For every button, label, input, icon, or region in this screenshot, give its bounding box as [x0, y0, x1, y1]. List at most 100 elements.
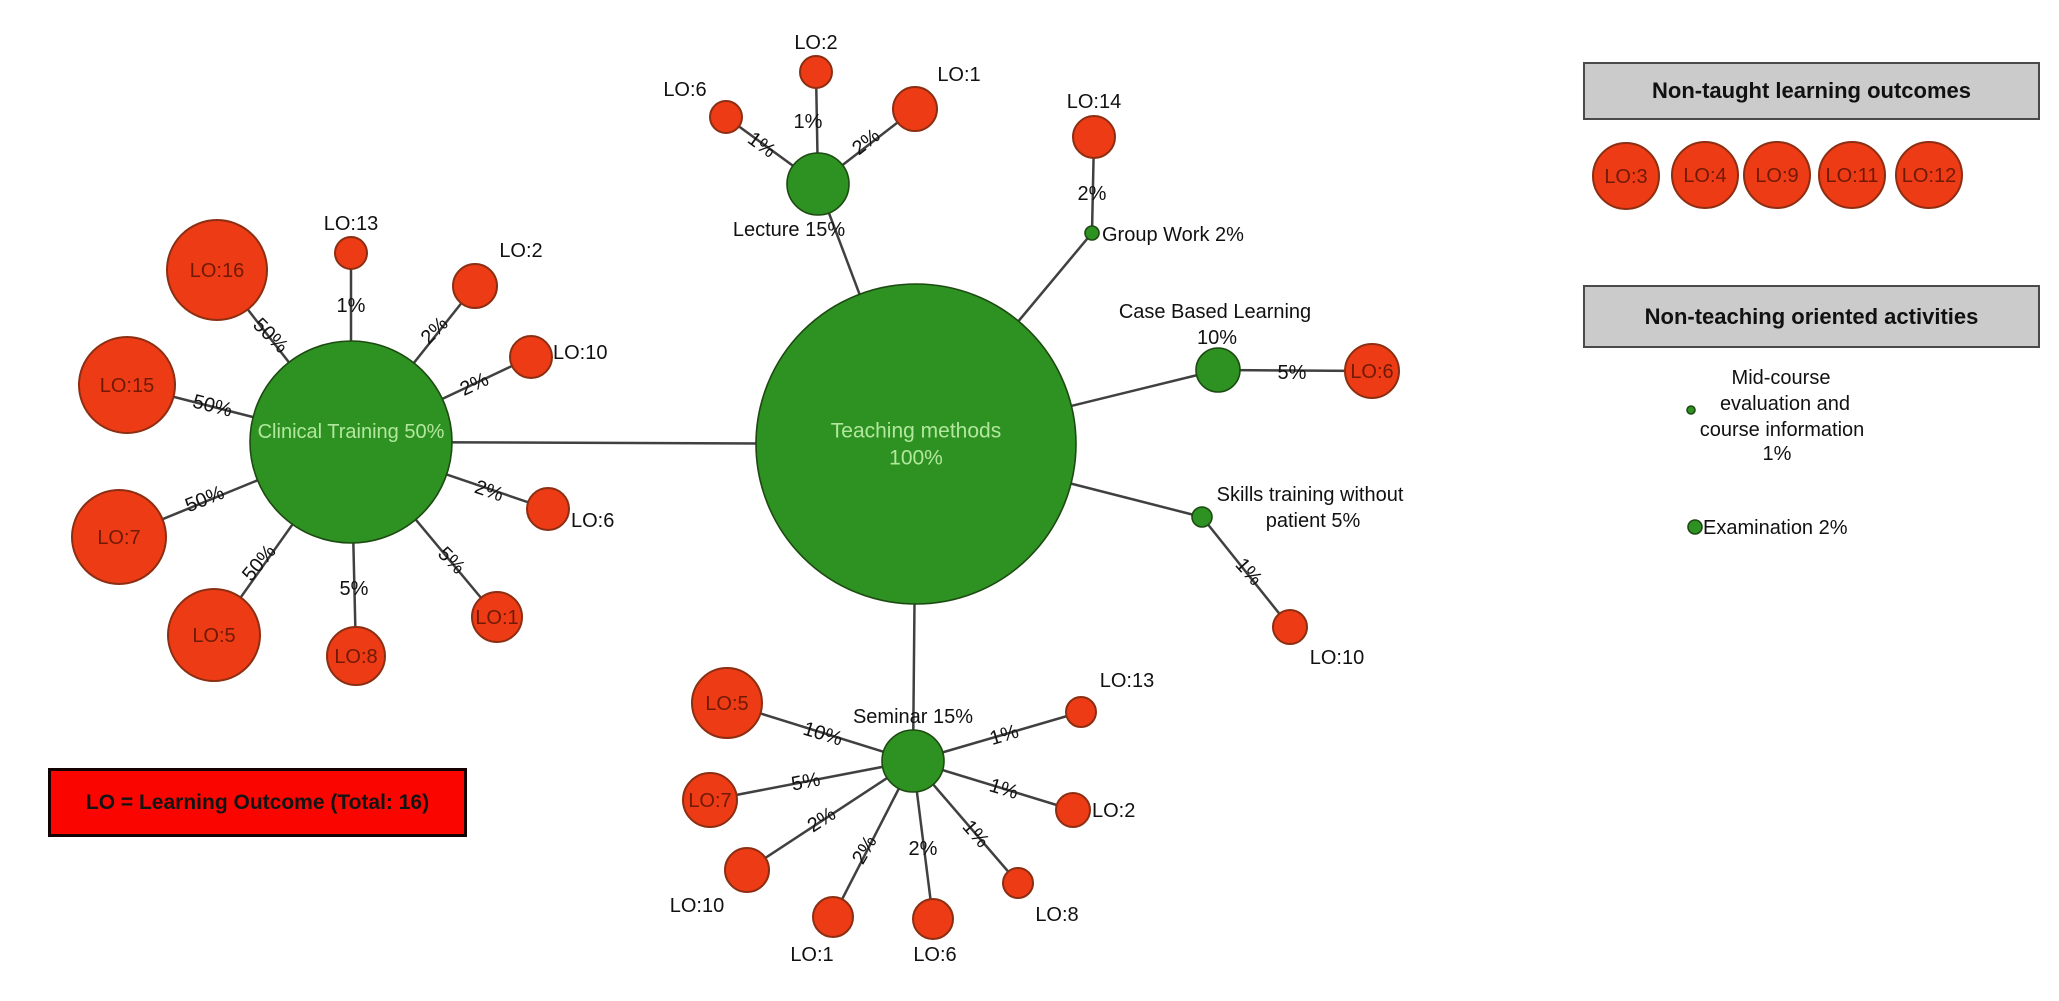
- node-dot-exam: [1687, 519, 1703, 535]
- node-clinical: Clinical Training 50%: [249, 340, 453, 544]
- node-se-lo5: LO:5: [691, 667, 763, 739]
- label-name-l-lo1: LO:1: [937, 64, 980, 86]
- node-nt-lo11: LO:11: [1818, 141, 1886, 209]
- node-g-lo14: [1072, 115, 1116, 159]
- outcome-circle-se-lo7: [682, 772, 738, 828]
- outcome-circle-c-lo16: [166, 219, 268, 321]
- label-pct-lecture-lo1: 2%: [848, 125, 884, 160]
- node-se-lo6: [912, 898, 954, 940]
- node-se-lo10: [724, 847, 770, 893]
- node-label-nt-lo3: LO:3: [1604, 166, 1647, 188]
- node-c-lo2: [452, 263, 498, 309]
- label-pct-seminar-lo6: 2%: [909, 838, 938, 860]
- node-label-c-lo16: LO:16: [190, 260, 244, 282]
- label-name-se-lo2: LO:2: [1092, 800, 1135, 822]
- node-l-lo2: [799, 55, 833, 89]
- node-label-se-lo5: LO:5: [705, 693, 748, 715]
- label-name-seminar: Seminar 15%: [853, 706, 973, 728]
- method-circle-lecture: [786, 152, 850, 216]
- outcome-circle-c-lo5: [167, 588, 261, 682]
- node-label-c-lo8: LO:8: [334, 646, 377, 668]
- label-name-c-lo10: LO:10: [553, 342, 607, 364]
- outcome-circle-c-lo1: [471, 591, 523, 643]
- node-label-se-lo7: LO:7: [688, 790, 731, 812]
- outcome-circle-c-lo13: [334, 236, 368, 270]
- label-act-midcourse-line2: evaluation and: [1720, 393, 1850, 415]
- non-taught-outcomes-header: Non-taught learning outcomes: [1583, 62, 2040, 120]
- node-label-nt-lo11: LO:11: [1826, 165, 1879, 187]
- non-taught-outcomes-header-label: Non-taught learning outcomes: [1652, 78, 1971, 103]
- node-nt-lo9: LO:9: [1743, 141, 1811, 209]
- edge-skills-s-lo10: [1201, 516, 1291, 628]
- node-seminar: [881, 729, 945, 793]
- label-pct-clinical-lo6: 2%: [472, 476, 507, 506]
- label-name-g-lo14: LO:14: [1067, 91, 1121, 113]
- node-c-lo7: LO:7: [71, 489, 167, 585]
- edge-seminar-se-lo7: [709, 759, 914, 802]
- outcome-circle-c-lo10: [509, 335, 553, 379]
- node-se-lo2: [1055, 792, 1091, 828]
- node-nt-lo12: LO:12: [1895, 141, 1963, 209]
- node-c-lo15: LO:15: [78, 336, 176, 434]
- node-se-lo8: [1002, 867, 1034, 899]
- label-name-skills-line2: patient 5%: [1266, 510, 1361, 532]
- node-label-teaching: Teaching methods 100%: [831, 420, 1001, 470]
- outcome-circle-c-lo7: [71, 489, 167, 585]
- label-pct-seminar-lo1: 2%: [848, 832, 882, 868]
- node-groupwork: [1084, 225, 1100, 241]
- method-circle-skills: [1191, 506, 1213, 528]
- node-se-lo13: [1065, 696, 1097, 728]
- label-name-c-lo2: LO:2: [499, 240, 542, 262]
- label-pct-seminar-lo7: 5%: [790, 769, 823, 796]
- method-circle-clinical: [249, 340, 453, 544]
- label-pct-seminar-lo5: 10%: [800, 718, 845, 751]
- outcome-circle-c-lo8: [326, 626, 386, 686]
- outcome-circle-se-lo10: [724, 847, 770, 893]
- node-lecture: [786, 152, 850, 216]
- lo-legend-label: LO = Learning Outcome (Total: 16): [85, 790, 430, 814]
- outcome-circle-se-lo6: [912, 898, 954, 940]
- label-pct-lecture-lo2: 1%: [794, 111, 823, 133]
- outcome-circle-l-lo2: [799, 55, 833, 89]
- label-name-l-lo6: LO:6: [663, 79, 706, 101]
- method-circle-cbl: [1195, 347, 1241, 393]
- outcome-circle-c-lo6: [526, 487, 570, 531]
- label-name-c-lo6: LO:6: [571, 510, 614, 532]
- label-pct-clinical-lo7: 50%: [182, 482, 228, 517]
- label-name-c-lo13: LO:13: [324, 213, 378, 235]
- label-pct-clinical-lo5: 50%: [238, 541, 281, 586]
- node-label-clinical: Clinical Training 50%: [258, 421, 445, 443]
- node-label-c-lo1: LO:1: [475, 607, 518, 629]
- outcome-circle-c-lo15: [78, 336, 176, 434]
- outcome-circle-s-lo10: [1272, 609, 1308, 645]
- outcome-circle-se-lo1: [812, 896, 854, 938]
- label-name-se-lo6: LO:6: [913, 944, 956, 966]
- label-act-midcourse-line4: 1%: [1763, 443, 1792, 465]
- outcome-circle-nt-lo3: [1592, 142, 1660, 210]
- non-teaching-activities-header-label: Non-teaching oriented activities: [1644, 303, 1979, 329]
- method-circle-groupwork: [1084, 225, 1100, 241]
- outcome-circle-g-lo14: [1072, 115, 1116, 159]
- label-name-cbl-line2: 10%: [1197, 327, 1237, 349]
- edge-seminar-se-lo10: [746, 759, 914, 872]
- outcome-circle-nt-lo4: [1671, 141, 1739, 209]
- node-label-c-lo7: LO:7: [97, 527, 140, 549]
- label-name-se-lo13: LO:13: [1100, 670, 1154, 692]
- label-name-l-lo2: LO:2: [794, 32, 837, 54]
- outcome-circle-se-lo8: [1002, 867, 1034, 899]
- node-skills: [1191, 506, 1213, 528]
- label-pct-seminar-lo2: 1%: [987, 775, 1021, 805]
- label-pct-seminar-lo10: 2%: [804, 803, 840, 837]
- node-s-lo10: [1272, 609, 1308, 645]
- label-pct-groupwork-lo14: 2%: [1078, 183, 1107, 205]
- label-pct-clinical-lo10: 2%: [457, 368, 493, 400]
- label-pct-seminar-lo13: 1%: [987, 720, 1021, 750]
- label-name-se-lo8: LO:8: [1035, 904, 1078, 926]
- label-pct-clinical-lo13: 1%: [337, 295, 366, 317]
- outcome-circle-l-lo1: [892, 86, 938, 132]
- label-pct-clinical-lo15: 50%: [190, 391, 234, 422]
- node-l-lo1: [892, 86, 938, 132]
- lo-legend-box: LO = Learning Outcome (Total: 16): [48, 768, 467, 837]
- node-nt-lo3: LO:3: [1592, 142, 1660, 210]
- label-pct-cbl-lo6: 5%: [1278, 362, 1307, 384]
